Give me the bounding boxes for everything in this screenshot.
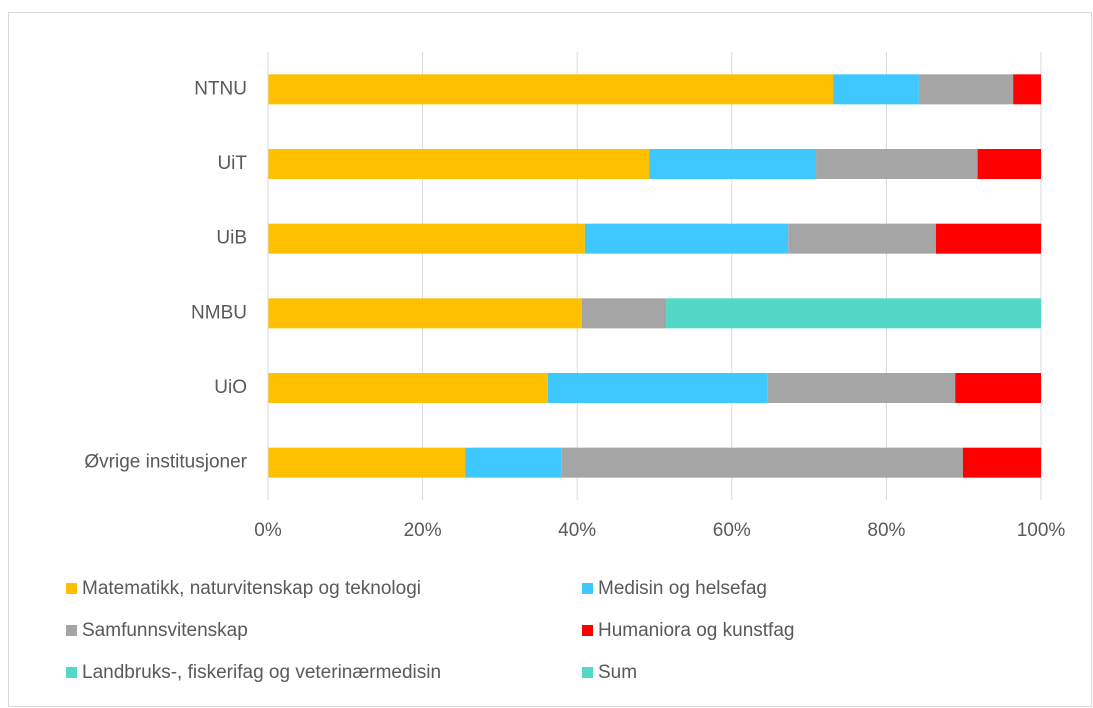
legend-swatch — [582, 625, 593, 636]
bar-segment — [581, 298, 667, 329]
bar-segment — [268, 447, 466, 478]
x-tick-label: 60% — [713, 520, 751, 541]
y-tick-label: Øvrige institusjoner — [84, 452, 247, 473]
bar-segment — [1013, 74, 1041, 105]
x-tick-label: 20% — [404, 520, 442, 541]
legend-swatch — [66, 667, 77, 678]
legend-label: Sum — [598, 662, 637, 683]
legend-swatch — [66, 583, 77, 594]
legend-label: Humaniora og kunstfag — [598, 620, 794, 641]
bar-segment — [767, 373, 956, 403]
x-tick-label: 40% — [558, 520, 596, 541]
legend-label: Landbruks-, fiskerifag og veterinærmedis… — [82, 662, 441, 683]
bar-segment — [268, 149, 650, 179]
y-tick-label: NMBU — [191, 302, 247, 323]
bar-segment — [268, 223, 585, 254]
y-tick-label: UiT — [217, 153, 247, 174]
y-tick-label: UiO — [214, 377, 247, 398]
legend-swatch — [66, 625, 77, 636]
legend-label: Medisin og helsefag — [598, 578, 767, 599]
bar-segment — [649, 149, 817, 179]
bar-segment — [584, 223, 789, 254]
y-tick-label: NTNU — [194, 78, 247, 99]
legend-label: Matematikk, naturvitenskap og teknologi — [82, 578, 421, 599]
bar-segment — [962, 447, 1041, 478]
x-tick-label: 100% — [1017, 520, 1066, 541]
legend-label: Samfunnsvitenskap — [82, 620, 248, 641]
bar-segment — [816, 149, 978, 179]
bar-segment — [268, 298, 582, 329]
bar-segment — [977, 149, 1041, 179]
bar-segment — [465, 447, 562, 478]
bar-segment — [955, 373, 1041, 403]
legend-swatch — [582, 667, 593, 678]
bar-segment — [666, 298, 1041, 329]
bar-segment — [918, 74, 1014, 105]
x-tick-label: 0% — [254, 520, 282, 541]
y-tick-label: UiB — [216, 228, 247, 249]
chart-border — [8, 12, 1092, 707]
bar-segment — [547, 373, 768, 403]
bar-segment — [268, 74, 834, 105]
bar-segment — [833, 74, 919, 105]
bar-segment — [788, 223, 936, 254]
legend-swatch — [582, 583, 593, 594]
bar-segment — [561, 447, 963, 478]
x-tick-label: 80% — [867, 520, 905, 541]
bar-segment — [935, 223, 1041, 254]
bar-segment — [268, 373, 548, 403]
